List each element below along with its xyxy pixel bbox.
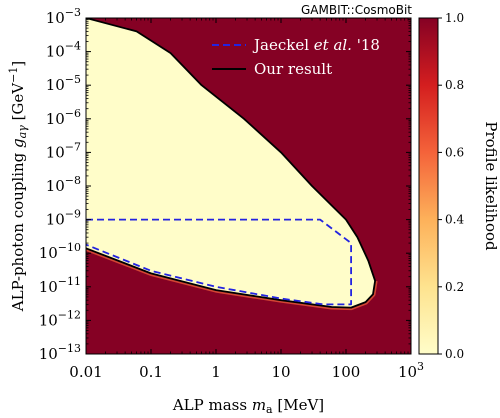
series-line-our-result bbox=[86, 18, 376, 309]
legend: Jaeckel et al. '18 Our result bbox=[212, 36, 380, 78]
colorbar-tick-label: 0.6 bbox=[445, 145, 464, 159]
colorbar-gradient bbox=[418, 17, 439, 355]
y-tick-label: 10−11 bbox=[39, 275, 81, 296]
colorbar-tick-label: 0.2 bbox=[445, 280, 464, 294]
x-tick-label: 0.1 bbox=[139, 363, 163, 381]
legend-entry-jaeckel: Jaeckel et al. '18 bbox=[252, 36, 380, 54]
x-tick-label: 103 bbox=[398, 360, 424, 381]
y-tick-label: 10−6 bbox=[46, 107, 81, 128]
y-tick-label: 10−3 bbox=[46, 6, 81, 27]
y-tick-label: 10−13 bbox=[39, 342, 81, 363]
plot-frame bbox=[85, 17, 412, 355]
y-tick-label: 10−7 bbox=[46, 140, 81, 161]
colorbar-ticks: 0.0 0.2 0.4 0.6 0.8 1.0 bbox=[438, 11, 464, 361]
colorbar-tick-label: 0.8 bbox=[445, 78, 464, 92]
colorbar-tick-label: 1.0 bbox=[445, 11, 464, 25]
y-axis-label: ALP-photon coupling gaγ [GeV−1] bbox=[7, 61, 29, 312]
allowed-region bbox=[86, 18, 376, 308]
x-tick-label: 1 bbox=[211, 363, 221, 381]
colorbar-tick-label: 0.4 bbox=[445, 213, 464, 227]
x-axis-label: ALP mass ma [MeV] bbox=[172, 396, 324, 416]
plot-area: 0.01 0.1 1 10 100 103 10−13 10−12 10−11 10−10 10−… bbox=[39, 6, 424, 381]
y-tick-label: 10−12 bbox=[39, 308, 81, 329]
y-tick-label: 10−5 bbox=[46, 73, 81, 94]
legend-entry-our-result: Our result bbox=[254, 60, 332, 78]
y-tick-label: 10−8 bbox=[46, 174, 81, 195]
y-tick-label: 10−4 bbox=[46, 40, 81, 61]
x-tick-label: 100 bbox=[332, 363, 361, 381]
watermark-label: GAMBIT::CosmoBit bbox=[301, 3, 412, 17]
colorbar-label: Profile likelihood bbox=[482, 121, 500, 251]
series-line-jaeckel bbox=[86, 218, 352, 306]
colorbar: 0.0 0.2 0.4 0.6 0.8 1.0 bbox=[418, 11, 464, 361]
x-tick-label: 0.01 bbox=[69, 363, 102, 381]
x-tick-label: 10 bbox=[271, 363, 290, 381]
colorbar-tick-label: 0.0 bbox=[445, 347, 464, 361]
y-tick-label: 10−10 bbox=[39, 241, 81, 262]
y-tick-label: 10−9 bbox=[46, 208, 81, 229]
